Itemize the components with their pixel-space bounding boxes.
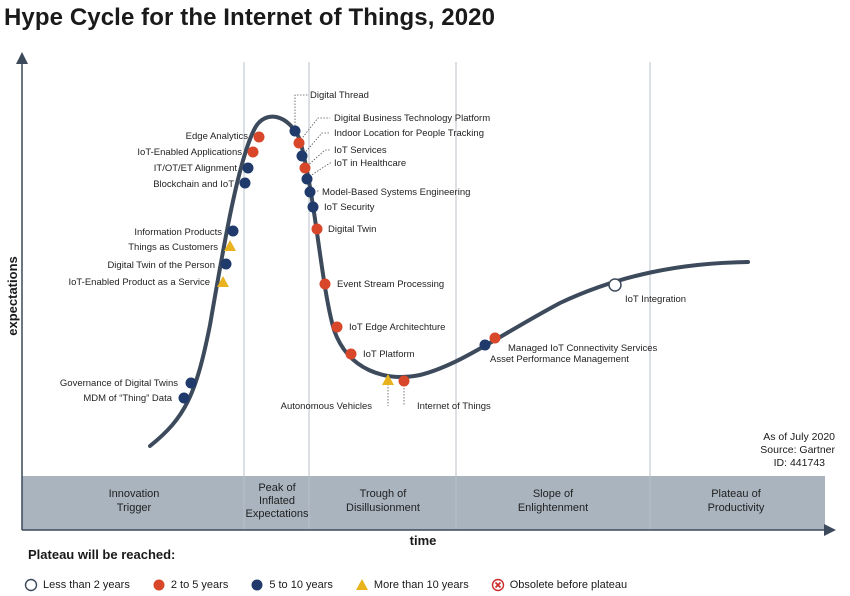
tech-label: Asset Performance Management bbox=[490, 354, 629, 365]
tech-marker bbox=[345, 348, 357, 360]
tech-marker bbox=[239, 177, 251, 189]
y-axis-arrow bbox=[16, 52, 28, 64]
phase-label-line: Plateau of bbox=[711, 488, 761, 500]
phase-label-line: Slope of bbox=[533, 488, 574, 500]
tech-label: Model-Based Systems Engineering bbox=[322, 187, 470, 198]
tech-label: Digital Twin of the Person bbox=[107, 260, 215, 271]
orange-circle-icon bbox=[153, 579, 165, 591]
tech-marker bbox=[299, 162, 311, 174]
white-circle-icon bbox=[24, 578, 38, 592]
tech-marker bbox=[307, 201, 319, 213]
legend-item-more-than-10: More than 10 years bbox=[355, 578, 469, 592]
legend-label: 5 to 10 years bbox=[269, 579, 333, 591]
phase-label-line: Trigger bbox=[117, 502, 152, 514]
as-of-date: As of July 2020 bbox=[763, 431, 835, 443]
legend-label: Obsolete before plateau bbox=[509, 579, 628, 591]
tech-marker bbox=[289, 125, 301, 137]
tech-marker bbox=[220, 258, 232, 270]
document-id: ID: 441743 bbox=[774, 457, 826, 469]
tech-marker bbox=[217, 276, 229, 287]
tech-label: IT/OT/ET Alignment bbox=[154, 163, 238, 174]
legend-label: Less than 2 years bbox=[43, 579, 130, 591]
tech-marker bbox=[304, 186, 316, 198]
phase-label-line: Disillusionment bbox=[346, 502, 420, 514]
tech-label: Digital Twin bbox=[328, 224, 376, 235]
navy-circle-icon bbox=[251, 579, 263, 591]
legend: Less than 2 years 2 to 5 years 5 to 10 y… bbox=[24, 575, 649, 595]
phase-label-line: Inflated bbox=[259, 495, 295, 507]
tech-marker bbox=[296, 150, 308, 162]
tech-label: IoT-Enabled Applications bbox=[137, 147, 242, 158]
phase-label-line: Peak of bbox=[258, 482, 296, 494]
tech-marker bbox=[301, 173, 313, 185]
yellow-triangle-icon bbox=[355, 579, 368, 590]
tech-label: IoT Security bbox=[324, 202, 375, 213]
tech-marker bbox=[398, 375, 410, 387]
tech-label: IoT in Healthcare bbox=[334, 158, 406, 169]
tech-label: IoT Platform bbox=[363, 349, 415, 360]
tech-label: Event Stream Processing bbox=[337, 279, 444, 290]
phase-dividers bbox=[243, 62, 651, 530]
legend-label: More than 10 years bbox=[373, 579, 469, 591]
phase-label-line: Expectations bbox=[246, 508, 309, 520]
tech-marker bbox=[479, 339, 491, 351]
leader-lines bbox=[294, 94, 405, 406]
tech-label: IoT Integration bbox=[625, 294, 686, 305]
phase-label-line: Trough of bbox=[360, 488, 408, 500]
tech-label: Indoor Location for People Tracking bbox=[334, 128, 484, 139]
x-axis-label: time bbox=[410, 533, 437, 548]
legend-item-obsolete: Obsolete before plateau bbox=[491, 578, 627, 592]
tech-marker bbox=[319, 278, 331, 290]
legend-label: 2 to 5 years bbox=[170, 579, 229, 591]
tech-label: Managed IoT Connectivity Services bbox=[508, 343, 658, 354]
phase-label-line: Enlightenment bbox=[518, 502, 588, 514]
x-axis-arrow bbox=[824, 524, 836, 536]
legend-title: Plateau will be reached: bbox=[28, 547, 176, 562]
tech-label: IoT Services bbox=[334, 145, 387, 156]
tech-label: IoT Edge Architechture bbox=[349, 322, 445, 333]
tech-marker bbox=[178, 392, 190, 404]
tech-marker bbox=[608, 278, 622, 292]
hype-curve bbox=[148, 114, 750, 448]
tech-marker bbox=[489, 332, 501, 344]
tech-label: Things as Customers bbox=[128, 242, 218, 253]
tech-label: IoT-Enabled Product as a Service bbox=[68, 277, 210, 288]
tech-marker bbox=[227, 225, 239, 237]
phase-label-line: Innovation bbox=[109, 488, 160, 500]
tech-marker bbox=[382, 374, 394, 385]
tech-label: Blockchain and IoT bbox=[153, 179, 234, 190]
legend-item-less-than-2: Less than 2 years bbox=[24, 578, 130, 592]
phase-band bbox=[22, 476, 825, 530]
tech-label: Information Products bbox=[134, 227, 222, 238]
tech-label: MDM of “Thing” Data bbox=[83, 393, 172, 404]
tech-marker bbox=[185, 377, 197, 389]
tech-label: Edge Analytics bbox=[186, 131, 249, 142]
phase-label-line: Productivity bbox=[708, 502, 765, 514]
tech-marker bbox=[253, 131, 265, 143]
tech-label: Governance of Digital Twins bbox=[60, 378, 178, 389]
source-note: Source: Gartner bbox=[760, 444, 835, 456]
obsolete-x-circle-icon bbox=[491, 578, 504, 592]
tech-marker bbox=[331, 321, 343, 333]
y-axis-label: expectations bbox=[5, 256, 20, 335]
legend-item-5-to-10: 5 to 10 years bbox=[250, 578, 333, 592]
tech-marker bbox=[247, 146, 259, 158]
tech-label: Digital Business Technology Platform bbox=[334, 113, 490, 124]
technology-points: Edge Analytics IoT-Enabled Applications … bbox=[60, 90, 686, 412]
tech-marker bbox=[293, 137, 305, 149]
legend-item-2-to-5: 2 to 5 years bbox=[152, 578, 228, 592]
tech-marker bbox=[242, 162, 254, 174]
chart-title: Hype Cycle for the Internet of Things, 2… bbox=[4, 4, 496, 31]
phase-labels: Innovation Trigger Peak of Inflated Expe… bbox=[109, 482, 765, 520]
tech-label: Internet of Things bbox=[417, 401, 491, 412]
tech-label: Digital Thread bbox=[310, 90, 369, 101]
tech-marker bbox=[311, 223, 323, 235]
tech-marker bbox=[224, 240, 236, 251]
tech-label: Autonomous Vehicles bbox=[281, 401, 373, 412]
